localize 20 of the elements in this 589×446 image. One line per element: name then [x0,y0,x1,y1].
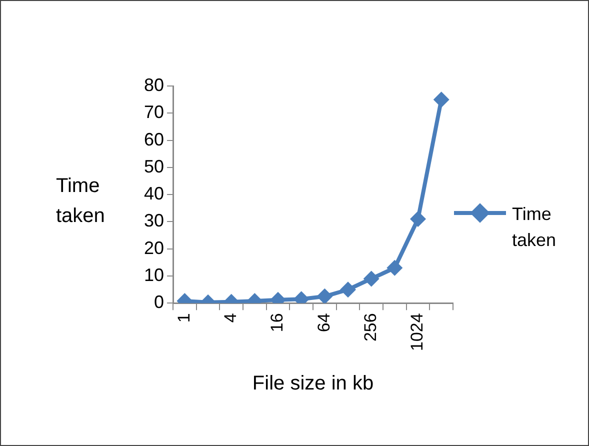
y-tick-label: 10 [144,265,164,286]
x-tick-label: 16 [268,313,287,332]
x-tick-label: 1 [174,313,194,323]
x-tick-label: 4 [221,313,240,323]
y-tick-label: 70 [144,102,164,122]
x-axis-title: File size in kb [252,372,374,395]
point [410,211,426,228]
y-tick-label: 40 [144,184,164,204]
legend-label: Time taken [512,203,558,252]
y-axis-title: Time taken [56,174,106,229]
x-tick-label: 256 [361,313,380,342]
y-tick-label: 0 [154,292,164,312]
x-tick-label: 1024 [408,313,427,352]
y-tick-label: 80 [144,74,164,95]
point [433,92,450,108]
x-tick-label: 64 [314,313,334,332]
y-tick-label: 30 [144,210,164,231]
y-tick-label: 20 [144,238,164,258]
y-tick-label: 50 [144,156,164,176]
y-tick-label: 60 [144,129,164,150]
